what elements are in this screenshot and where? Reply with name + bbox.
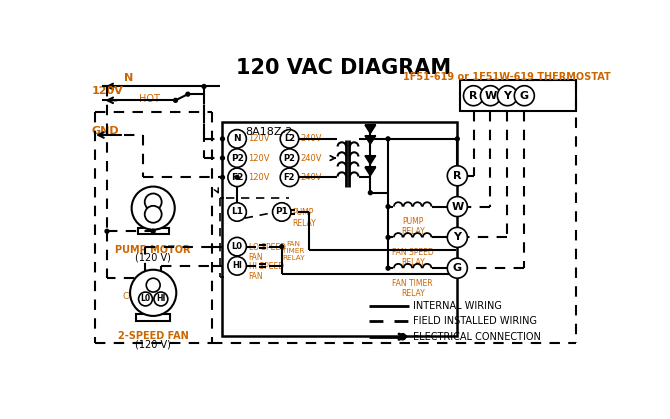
Text: W: W — [451, 202, 464, 212]
Circle shape — [448, 166, 468, 186]
Text: 120 VAC DIAGRAM: 120 VAC DIAGRAM — [236, 58, 451, 78]
Circle shape — [186, 92, 190, 96]
Circle shape — [131, 186, 175, 230]
Text: G: G — [520, 91, 529, 101]
Circle shape — [220, 156, 224, 160]
Circle shape — [228, 203, 247, 221]
Circle shape — [280, 149, 299, 167]
Text: LO SPEED
FAN: LO SPEED FAN — [249, 243, 285, 262]
Circle shape — [174, 98, 178, 102]
Text: (120 V): (120 V) — [135, 339, 171, 349]
Text: L2: L2 — [284, 134, 295, 143]
Bar — [460, 80, 576, 111]
Circle shape — [228, 238, 247, 256]
Text: FAN TIMER
RELAY: FAN TIMER RELAY — [393, 279, 433, 297]
Circle shape — [145, 194, 161, 210]
Circle shape — [386, 235, 390, 239]
Text: P2: P2 — [283, 154, 295, 163]
Text: F2: F2 — [231, 173, 243, 182]
Text: GND: GND — [92, 126, 119, 136]
Text: 8A18Z-2: 8A18Z-2 — [245, 127, 292, 137]
Text: 120V: 120V — [248, 134, 269, 143]
Text: 240V: 240V — [300, 134, 322, 143]
Text: 120V: 120V — [248, 173, 269, 182]
Circle shape — [146, 278, 160, 292]
Text: PUMP
RELAY: PUMP RELAY — [293, 208, 316, 228]
Text: (120 V): (120 V) — [135, 253, 171, 263]
Circle shape — [202, 85, 206, 88]
Circle shape — [151, 229, 155, 233]
Circle shape — [448, 197, 468, 217]
Circle shape — [448, 228, 468, 247]
Circle shape — [145, 206, 161, 223]
Circle shape — [273, 203, 291, 221]
Text: R: R — [453, 171, 462, 181]
Text: 1F51-619 or 1F51W-619 THERMOSTAT: 1F51-619 or 1F51W-619 THERMOSTAT — [403, 72, 610, 82]
Text: 120V: 120V — [248, 154, 269, 163]
Text: FAN
TIMER
RELAY: FAN TIMER RELAY — [282, 241, 305, 261]
Text: HI: HI — [232, 261, 242, 270]
Circle shape — [235, 176, 239, 179]
Text: L0: L0 — [141, 295, 151, 303]
Circle shape — [369, 191, 373, 195]
Bar — [136, 314, 170, 321]
Text: P2: P2 — [230, 154, 244, 163]
Text: PUMP
RELAY: PUMP RELAY — [401, 217, 425, 236]
Text: G: G — [453, 263, 462, 273]
Text: FIELD INSTALLED WIRING: FIELD INSTALLED WIRING — [413, 316, 537, 326]
Text: W: W — [484, 91, 496, 101]
Circle shape — [105, 229, 109, 233]
Circle shape — [369, 137, 373, 141]
Circle shape — [280, 245, 283, 248]
Bar — [222, 122, 458, 336]
Polygon shape — [365, 156, 376, 164]
Circle shape — [228, 168, 247, 186]
Text: F2: F2 — [283, 173, 295, 182]
Circle shape — [456, 137, 459, 141]
Circle shape — [386, 137, 390, 141]
Text: HI SPEED
FAN: HI SPEED FAN — [249, 262, 284, 282]
Circle shape — [399, 334, 406, 340]
Text: Y: Y — [503, 91, 511, 101]
Circle shape — [515, 86, 535, 106]
Text: 120V: 120V — [92, 86, 123, 96]
Text: L0: L0 — [232, 242, 243, 251]
Text: HI: HI — [156, 295, 165, 303]
Circle shape — [130, 270, 176, 316]
Text: P1: P1 — [275, 207, 288, 217]
Text: L1: L1 — [231, 207, 243, 217]
Bar — [138, 228, 169, 234]
Circle shape — [480, 86, 500, 106]
Text: 240V: 240V — [300, 173, 322, 182]
Text: 2-SPEED FAN: 2-SPEED FAN — [118, 331, 188, 341]
Circle shape — [386, 266, 390, 270]
Circle shape — [228, 149, 247, 167]
Circle shape — [280, 168, 299, 186]
Text: COM: COM — [123, 292, 143, 301]
Circle shape — [228, 257, 247, 275]
Circle shape — [139, 292, 152, 306]
Circle shape — [386, 204, 390, 209]
Circle shape — [220, 137, 224, 141]
Text: N: N — [124, 72, 133, 83]
Text: R: R — [469, 91, 478, 101]
Text: Y: Y — [454, 233, 462, 242]
Text: N: N — [233, 134, 241, 143]
Circle shape — [280, 129, 299, 148]
Polygon shape — [365, 167, 376, 176]
Text: ELECTRICAL CONNECTION: ELECTRICAL CONNECTION — [413, 332, 541, 342]
Circle shape — [448, 258, 468, 278]
Text: HOT: HOT — [139, 94, 160, 104]
Circle shape — [497, 86, 517, 106]
Text: PUMP MOTOR: PUMP MOTOR — [115, 245, 191, 255]
Circle shape — [228, 129, 247, 148]
Text: INTERNAL WIRING: INTERNAL WIRING — [413, 301, 502, 311]
Circle shape — [464, 86, 484, 106]
Circle shape — [220, 176, 224, 179]
Text: FAN SPEED
RELAY: FAN SPEED RELAY — [392, 248, 433, 267]
Polygon shape — [365, 125, 376, 133]
Polygon shape — [365, 136, 376, 144]
Circle shape — [154, 292, 168, 306]
Text: 240V: 240V — [300, 154, 322, 163]
